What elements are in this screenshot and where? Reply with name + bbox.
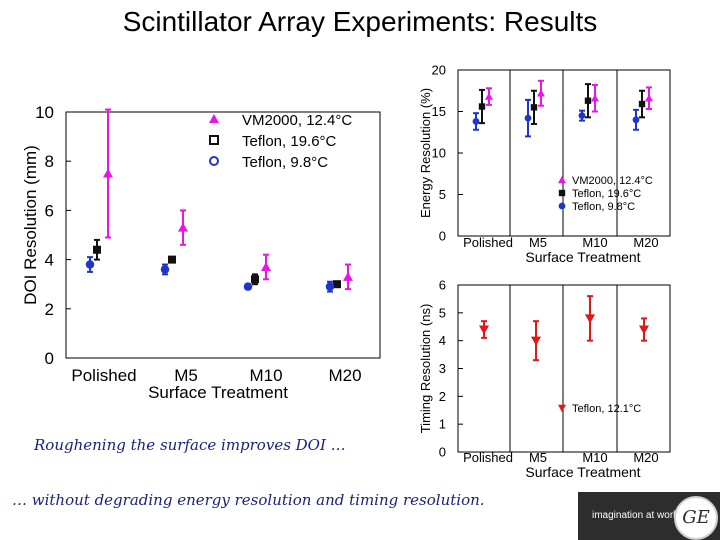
energy-category-label: M10 <box>582 235 607 250</box>
doi-category-label: M10 <box>249 366 282 385</box>
doi-legend-label: VM2000, 12.4°C <box>242 112 352 129</box>
timing-ytick-label: 6 <box>439 278 446 293</box>
energy-point <box>645 94 653 102</box>
energy-ylabel: Energy Resolution (%) <box>418 88 433 218</box>
doi-ytick-label: 4 <box>45 251 54 270</box>
timing-ytick-label: 5 <box>439 305 446 320</box>
timing-ytick-label: 1 <box>439 417 446 432</box>
energy-xlabel: Surface Treatment <box>525 249 640 265</box>
timing-ylabel: Timing Resolution (ns) <box>418 304 433 434</box>
energy-ytick-label: 0 <box>439 229 446 244</box>
timing-category-label: M10 <box>582 450 607 465</box>
doi-legend-marker <box>209 135 219 145</box>
energy-ytick-label: 10 <box>432 146 446 161</box>
energy-point <box>537 89 545 97</box>
energy-legend-label: VM2000, 12.4°C <box>572 175 653 187</box>
timing-point <box>639 325 649 335</box>
timing-legend-label: Teflon, 12.1°C <box>572 403 641 415</box>
doi-legend-label: Teflon, 9.8°C <box>242 154 328 171</box>
energy-ytick-label: 5 <box>439 187 446 202</box>
energy-category-label: M5 <box>529 235 547 250</box>
doi-legend-label: Teflon, 19.6°C <box>242 133 337 150</box>
doi-ytick-label: 8 <box>45 152 54 171</box>
doi-ylabel: DOI Resolution (mm) <box>21 145 40 305</box>
energy-point <box>638 100 646 108</box>
energy-legend-label: Teflon, 9.8°C <box>572 201 635 213</box>
doi-ytick-label: 0 <box>45 349 54 368</box>
doi-category-label: M20 <box>328 366 361 385</box>
energy-legend-marker <box>558 176 566 184</box>
timing-ytick-label: 3 <box>439 361 446 376</box>
page-title: Scintillator Array Experiments: Results <box>122 6 598 37</box>
doi-ytick-label: 6 <box>45 201 54 220</box>
energy-legend-marker <box>558 202 566 210</box>
energy-point <box>591 94 599 102</box>
energy-point <box>578 112 586 120</box>
timing-category-label: Polished <box>463 450 513 465</box>
energy-point <box>485 92 493 100</box>
doi-point <box>168 255 176 264</box>
doi-ytick-label: 2 <box>45 300 54 319</box>
logo-tagline: imagination at work <box>592 510 679 521</box>
energy-point <box>472 118 480 125</box>
doi-point <box>343 271 353 281</box>
energy-category-label: Polished <box>463 235 513 250</box>
energy-legend-label: Teflon, 19.6°C <box>572 188 641 200</box>
doi-point <box>103 168 113 178</box>
doi-ytick-label: 10 <box>35 103 54 122</box>
energy-ytick-label: 20 <box>432 63 446 78</box>
timing-plot-frame <box>457 284 671 453</box>
doi-caption: Roughening the surface improves DOI … <box>34 436 346 454</box>
energy-ytick-label: 15 <box>432 104 446 119</box>
doi-point <box>85 260 95 269</box>
timing-ytick-label: 2 <box>439 389 446 404</box>
doi-point <box>160 265 170 274</box>
doi-point <box>261 261 271 271</box>
energy-point <box>584 97 592 104</box>
energy-point <box>632 116 640 124</box>
energy-legend-marker <box>558 189 566 197</box>
energy-point <box>524 114 532 122</box>
doi-legend-marker <box>209 156 219 166</box>
timing-category-label: M20 <box>633 450 658 465</box>
doi-category-label: Polished <box>71 366 136 385</box>
doi-category-label: M5 <box>174 366 198 385</box>
bottom-caption: … without degrading energy resolution an… <box>12 491 485 509</box>
timing-legend-marker <box>558 404 566 412</box>
ge-logo-icon: GE <box>674 496 718 540</box>
energy-point <box>478 103 486 110</box>
doi-plot-frame <box>65 111 381 359</box>
timing-ytick-label: 0 <box>439 445 446 460</box>
doi-legend-marker <box>209 114 219 123</box>
doi-point <box>93 245 101 254</box>
timing-point <box>531 336 541 346</box>
doi-point <box>243 282 253 291</box>
doi-point <box>178 222 188 232</box>
doi-point <box>325 282 335 291</box>
doi-point <box>333 280 341 289</box>
energy-point <box>530 104 538 111</box>
timing-category-label: M5 <box>529 450 547 465</box>
doi-xlabel: Surface Treatment <box>148 383 288 402</box>
energy-category-label: M20 <box>633 235 658 250</box>
doi-point <box>251 275 259 284</box>
timing-ytick-label: 4 <box>439 333 446 348</box>
timing-xlabel: Surface Treatment <box>525 464 640 480</box>
timing-point <box>585 314 595 324</box>
timing-point <box>479 325 489 335</box>
